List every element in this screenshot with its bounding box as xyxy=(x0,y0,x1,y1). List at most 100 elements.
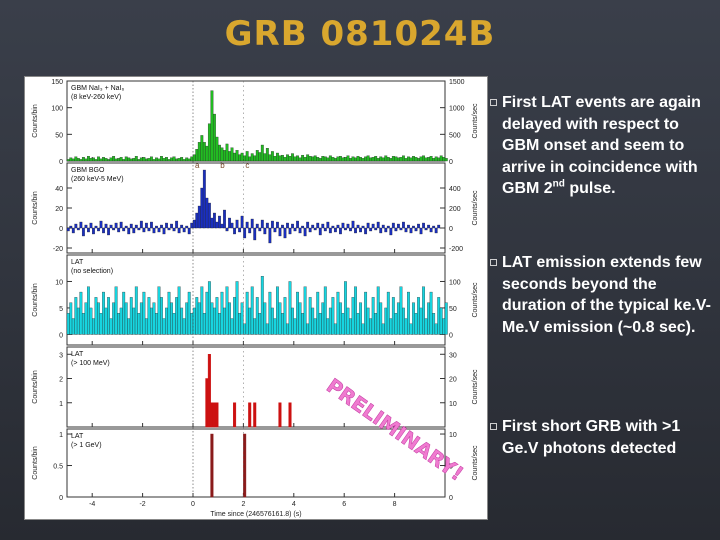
y-tick-label: 1 xyxy=(59,432,63,439)
bullet-superscript: nd xyxy=(552,178,565,190)
hist-bin xyxy=(122,159,126,162)
hist-bin xyxy=(313,227,317,231)
hist-bin xyxy=(185,225,189,229)
y-tick-label: 2 xyxy=(59,377,63,384)
y-tick-label-right: 0 xyxy=(449,226,453,233)
hist-bin xyxy=(306,154,310,162)
hist-bin xyxy=(273,318,277,335)
hist-bin xyxy=(177,227,181,234)
hist-bin xyxy=(215,136,219,162)
bullet-text: First short GRB with >1 Ge.V photons det… xyxy=(502,418,681,457)
hist-bin xyxy=(323,227,327,232)
hist-bin xyxy=(326,157,330,162)
panel-frame xyxy=(66,254,446,346)
hist-bin xyxy=(167,291,171,335)
hist-bin xyxy=(150,156,153,162)
panel-label: LAT xyxy=(71,433,84,440)
hist-bin xyxy=(356,156,360,162)
hist-bin xyxy=(263,153,267,162)
hist-bin xyxy=(407,224,410,229)
hist-bin xyxy=(432,158,436,162)
hist-bin xyxy=(364,156,368,162)
hist-bin xyxy=(74,223,78,229)
hist-bin xyxy=(336,156,340,162)
panel-label: GBM BGO xyxy=(71,167,105,174)
hist-bin xyxy=(192,219,196,229)
hist-bin xyxy=(354,286,357,335)
hist-bin xyxy=(81,227,85,237)
hist-bin xyxy=(94,159,98,162)
hist-bin xyxy=(346,155,350,162)
hist-bin xyxy=(182,227,186,233)
hist-bin xyxy=(89,307,93,335)
hist-bin xyxy=(190,156,194,162)
hist-bin xyxy=(376,158,380,162)
x-tick-label: 8 xyxy=(393,501,397,508)
hist-bin xyxy=(124,156,128,162)
hist-bin xyxy=(97,156,100,162)
hist-bin xyxy=(69,302,73,335)
hist-bin xyxy=(87,286,90,335)
hist-bin xyxy=(341,313,345,335)
hist-bin xyxy=(414,313,418,335)
hist-bin xyxy=(379,156,383,162)
y-tick-label-right: 10 xyxy=(449,401,457,408)
hist-bin xyxy=(344,281,347,335)
panel-frame xyxy=(66,80,446,162)
hist-bin xyxy=(182,159,186,162)
hist-bin xyxy=(427,224,431,229)
hist-bin xyxy=(213,212,216,229)
hist-bin xyxy=(429,227,433,233)
hist-bin xyxy=(147,297,151,335)
hist-bin xyxy=(339,302,342,335)
hist-bin xyxy=(109,224,113,229)
hist-bin xyxy=(286,222,289,229)
hist-bin xyxy=(326,221,330,229)
panel-frame xyxy=(66,428,446,498)
hist-bin xyxy=(127,318,131,335)
hist-bin xyxy=(333,323,337,335)
x-tick-label: 4 xyxy=(292,501,296,508)
hist-bin xyxy=(399,286,403,335)
hist-bin xyxy=(351,297,355,335)
hist-bin xyxy=(233,297,236,335)
hist-bin xyxy=(218,215,221,229)
hist-bin xyxy=(228,217,231,229)
hist-bin xyxy=(278,227,282,237)
hist-bin xyxy=(339,227,342,235)
hist-bin xyxy=(177,158,181,162)
hist-bin xyxy=(364,291,368,335)
hist-bin xyxy=(434,156,438,162)
hist-bin xyxy=(396,302,400,335)
y-tick-label-right: 0 xyxy=(449,332,453,339)
hist-bin xyxy=(439,155,443,162)
hist-bin xyxy=(235,219,239,229)
hist-bin xyxy=(402,307,405,335)
event-bar xyxy=(248,402,252,428)
hist-bin xyxy=(409,323,413,335)
hist-bin xyxy=(157,286,161,335)
hist-bin xyxy=(79,221,83,229)
hist-bin xyxy=(175,297,179,335)
hist-bin xyxy=(364,227,368,235)
hist-bin xyxy=(404,318,408,335)
bullet-item: LAT emission extends few seconds beyond … xyxy=(490,252,716,338)
hist-bin xyxy=(248,307,252,335)
hist-bin xyxy=(263,227,267,235)
hist-bin xyxy=(255,223,259,229)
hist-bin xyxy=(253,318,257,335)
hist-bin xyxy=(399,227,403,231)
hist-bin xyxy=(190,222,194,229)
hist-bin xyxy=(321,156,325,162)
hist-bin xyxy=(132,158,136,162)
hist-bin xyxy=(218,313,221,335)
hist-bin xyxy=(71,318,75,335)
y-axis-title: Counts/bin xyxy=(32,370,39,404)
hist-bin xyxy=(389,227,393,236)
hist-bin xyxy=(263,302,267,335)
panel-label: GBM NaI₃ + NaI₆ xyxy=(71,85,125,92)
hist-bin xyxy=(104,307,108,335)
hist-bin xyxy=(109,318,113,335)
hist-bin xyxy=(349,318,352,335)
